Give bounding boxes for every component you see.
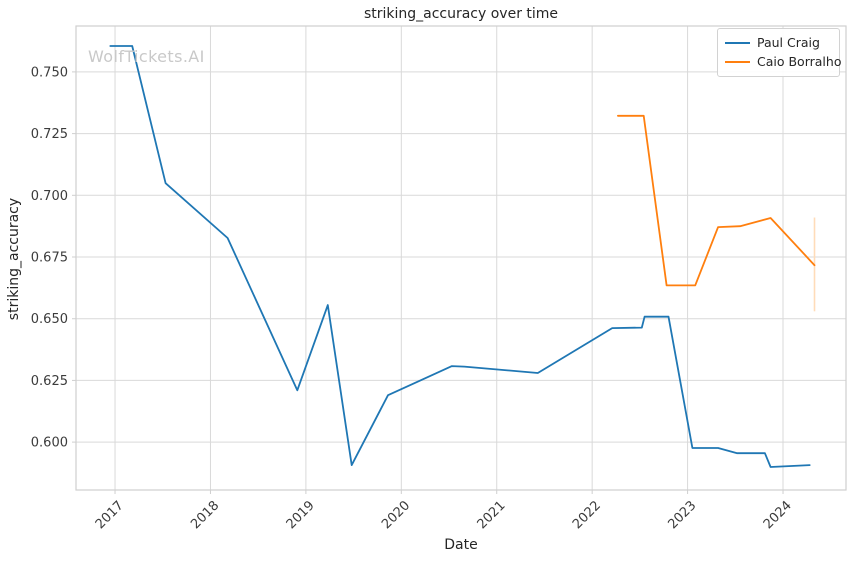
legend-label-paul-craig: Paul Craig	[757, 35, 820, 50]
watermark: WolfTickets.AI	[88, 47, 205, 66]
plot-border	[75, 25, 847, 491]
y-tick-label: 0.700	[31, 189, 68, 204]
y-tick-label: 0.625	[31, 374, 68, 389]
legend-label-caio-borralho: Caio Borralho	[757, 54, 842, 69]
y-tick-label: 0.675	[31, 251, 68, 266]
y-axis-label: striking_accuracy	[6, 197, 22, 321]
legend-item-caio-borralho: Caio Borralho	[725, 52, 841, 71]
y-tick-label: 0.725	[31, 127, 68, 142]
series-line-paul-craig	[109, 45, 811, 468]
x-tick-label: 2019	[284, 498, 318, 532]
x-axis-label: Date	[444, 537, 478, 553]
x-tick-label: 2022	[570, 498, 604, 532]
legend-line-swatch-orange	[725, 60, 750, 63]
x-tick-label: 2017	[93, 498, 127, 532]
x-tick-label: 2020	[379, 498, 413, 532]
x-tick-label: 2018	[188, 498, 222, 532]
legend: Paul Craig Caio Borralho	[717, 28, 841, 77]
x-tick-label: 2021	[475, 498, 509, 532]
chart-title: striking_accuracy over time	[363, 6, 559, 22]
x-tick-label: 2023	[665, 498, 699, 532]
y-tick-label: 0.650	[31, 312, 68, 327]
legend-item-paul-craig: Paul Craig	[725, 33, 833, 52]
y-tick-label: 0.750	[31, 65, 68, 80]
legend-line-swatch-blue	[725, 41, 750, 44]
series-line-caio-borralho	[617, 114, 816, 287]
y-tick-label: 0.600	[31, 436, 68, 451]
x-tick-label: 2024	[761, 498, 795, 532]
